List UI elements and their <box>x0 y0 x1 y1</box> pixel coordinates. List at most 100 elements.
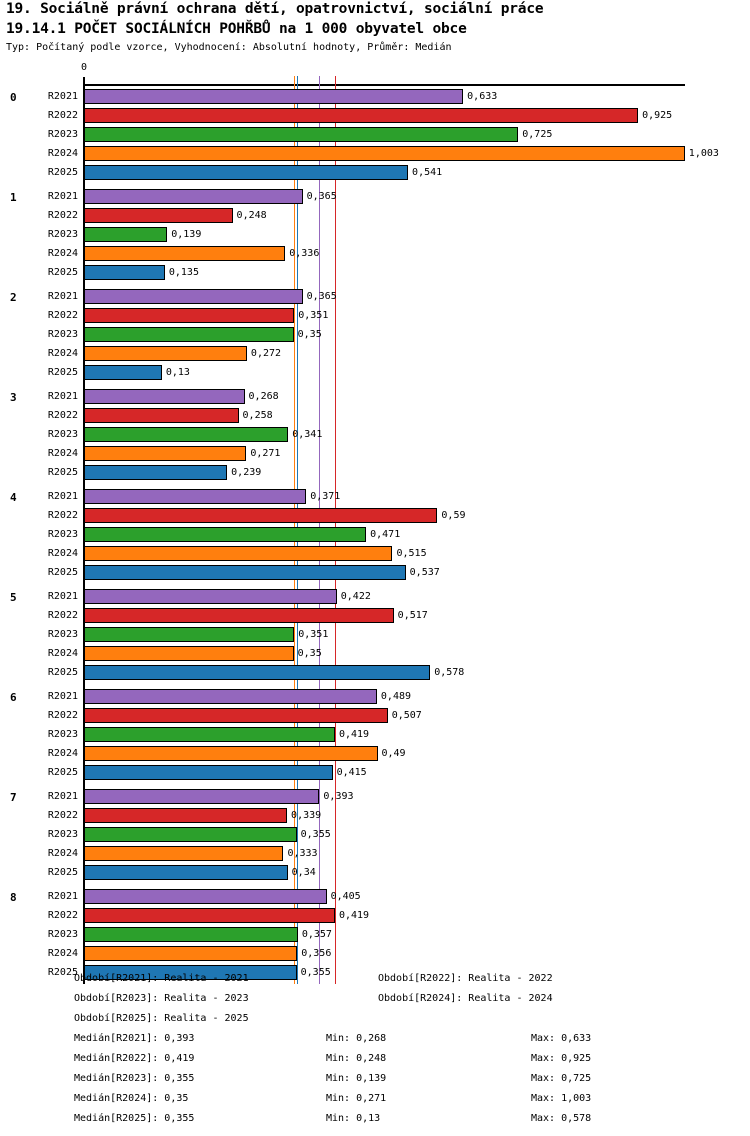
bar[interactable] <box>84 427 289 442</box>
stat-min: Min: 0,271 <box>326 1093 387 1104</box>
bar[interactable] <box>84 389 245 404</box>
bar[interactable] <box>84 865 288 880</box>
bar[interactable] <box>84 365 162 380</box>
stat-min: Min: 0,139 <box>326 1073 387 1084</box>
bar[interactable] <box>84 165 409 180</box>
bar-value-label: 0,725 <box>522 129 553 140</box>
bar[interactable] <box>84 965 297 980</box>
stat-min: Min: 0,268 <box>326 1033 387 1044</box>
group-label: 6 <box>10 691 17 704</box>
bar[interactable] <box>84 527 367 542</box>
bar[interactable] <box>84 327 294 342</box>
group-label: 2 <box>10 291 17 304</box>
bar[interactable] <box>84 565 406 580</box>
bar-value-label: 0,419 <box>338 729 370 740</box>
bar[interactable] <box>84 827 297 842</box>
row-label-r2021: R2021 <box>47 791 78 802</box>
bar-value-label: 0,365 <box>306 191 337 202</box>
row-label-r2021: R2021 <box>47 291 78 302</box>
row-label-r2024: R2024 <box>47 848 78 859</box>
bar[interactable] <box>84 289 303 304</box>
row-label-r2022: R2022 <box>47 410 78 421</box>
bar[interactable] <box>84 608 394 623</box>
bar-value-label: 0,405 <box>330 891 361 902</box>
stat-min: Min: 0,248 <box>326 1053 387 1064</box>
bar[interactable] <box>84 627 295 642</box>
bar[interactable] <box>84 146 685 161</box>
axis-top-line <box>84 84 685 86</box>
row-label-r2022: R2022 <box>47 310 78 321</box>
bar[interactable] <box>84 765 333 780</box>
bar[interactable] <box>84 265 165 280</box>
row-label-r2025: R2025 <box>47 567 78 578</box>
group-label: 4 <box>10 491 17 504</box>
bar[interactable] <box>84 208 233 223</box>
bar-value-label: 0,135 <box>168 267 199 278</box>
bar[interactable] <box>84 946 298 961</box>
bar[interactable] <box>84 665 431 680</box>
bar[interactable] <box>84 746 378 761</box>
stat-median: Medián[R2023]: 0,355 <box>74 1073 195 1084</box>
bar[interactable] <box>84 227 168 242</box>
row-label-r2023: R2023 <box>47 529 78 540</box>
axis-zero-label: 0 <box>81 62 88 73</box>
bar[interactable] <box>84 108 639 123</box>
bar-value-label: 0,239 <box>231 467 262 478</box>
bar[interactable] <box>84 689 377 704</box>
bar-value-label: 0,355 <box>300 967 331 978</box>
group-label: 5 <box>10 591 17 604</box>
bar-value-label: 0,537 <box>409 567 440 578</box>
bar-value-label: 0,371 <box>310 491 341 502</box>
bar[interactable] <box>84 246 286 261</box>
row-label-r2025: R2025 <box>47 967 78 978</box>
bar[interactable] <box>84 89 464 104</box>
bar-value-label: 0,272 <box>250 348 282 359</box>
bar-value-label: 0,35 <box>297 329 322 340</box>
row-label-r2021: R2021 <box>47 491 78 502</box>
row-label-r2023: R2023 <box>47 629 78 640</box>
bar[interactable] <box>84 508 438 523</box>
bar[interactable] <box>84 846 284 861</box>
bar[interactable] <box>84 908 335 923</box>
bar[interactable] <box>84 789 320 804</box>
bar[interactable] <box>84 927 298 942</box>
bar-value-label: 0,339 <box>291 810 322 821</box>
bar-value-label: 0,258 <box>242 410 273 421</box>
row-label-r2025: R2025 <box>47 367 78 378</box>
bar-chart-plot: 0 0 R2021 0,633 R2022 0,925 R2023 0,725 R2024 1,0… <box>0 62 750 984</box>
bar-value-label: 0,419 <box>338 910 370 921</box>
bar[interactable] <box>84 446 247 461</box>
row-label-r2022: R2022 <box>47 810 78 821</box>
stat-max: Max: 0,725 <box>531 1073 592 1084</box>
bar[interactable] <box>84 308 295 323</box>
row-label-r2025: R2025 <box>47 267 78 278</box>
bar[interactable] <box>84 727 335 742</box>
bar[interactable] <box>84 646 294 661</box>
bar-value-label: 0,351 <box>298 310 329 321</box>
bar-value-label: 0,541 <box>412 167 443 178</box>
bar[interactable] <box>84 889 327 904</box>
bar-value-label: 0,341 <box>292 429 323 440</box>
row-label-r2024: R2024 <box>47 348 78 359</box>
stat-median: Medián[R2025]: 0,355 <box>74 1113 195 1124</box>
stat-median: Medián[R2022]: 0,419 <box>74 1053 195 1064</box>
bar[interactable] <box>84 489 307 504</box>
bar-value-label: 0,393 <box>323 791 354 802</box>
bar[interactable] <box>84 127 519 142</box>
bar[interactable] <box>84 546 393 561</box>
bar[interactable] <box>84 189 303 204</box>
stat-max: Max: 1,003 <box>531 1093 592 1104</box>
row-label-r2024: R2024 <box>47 548 78 559</box>
bar[interactable] <box>84 408 239 423</box>
bar[interactable] <box>84 465 228 480</box>
bar[interactable] <box>84 708 388 723</box>
bar-value-label: 0,633 <box>467 91 498 102</box>
stat-min: Min: 0,13 <box>326 1113 381 1124</box>
bar[interactable] <box>84 346 247 361</box>
bar[interactable] <box>84 808 288 823</box>
bar-value-label: 0,336 <box>289 248 320 259</box>
bar[interactable] <box>84 589 337 604</box>
row-label-r2023: R2023 <box>47 229 78 240</box>
row-label-r2023: R2023 <box>47 929 78 940</box>
row-label-r2025: R2025 <box>47 167 78 178</box>
